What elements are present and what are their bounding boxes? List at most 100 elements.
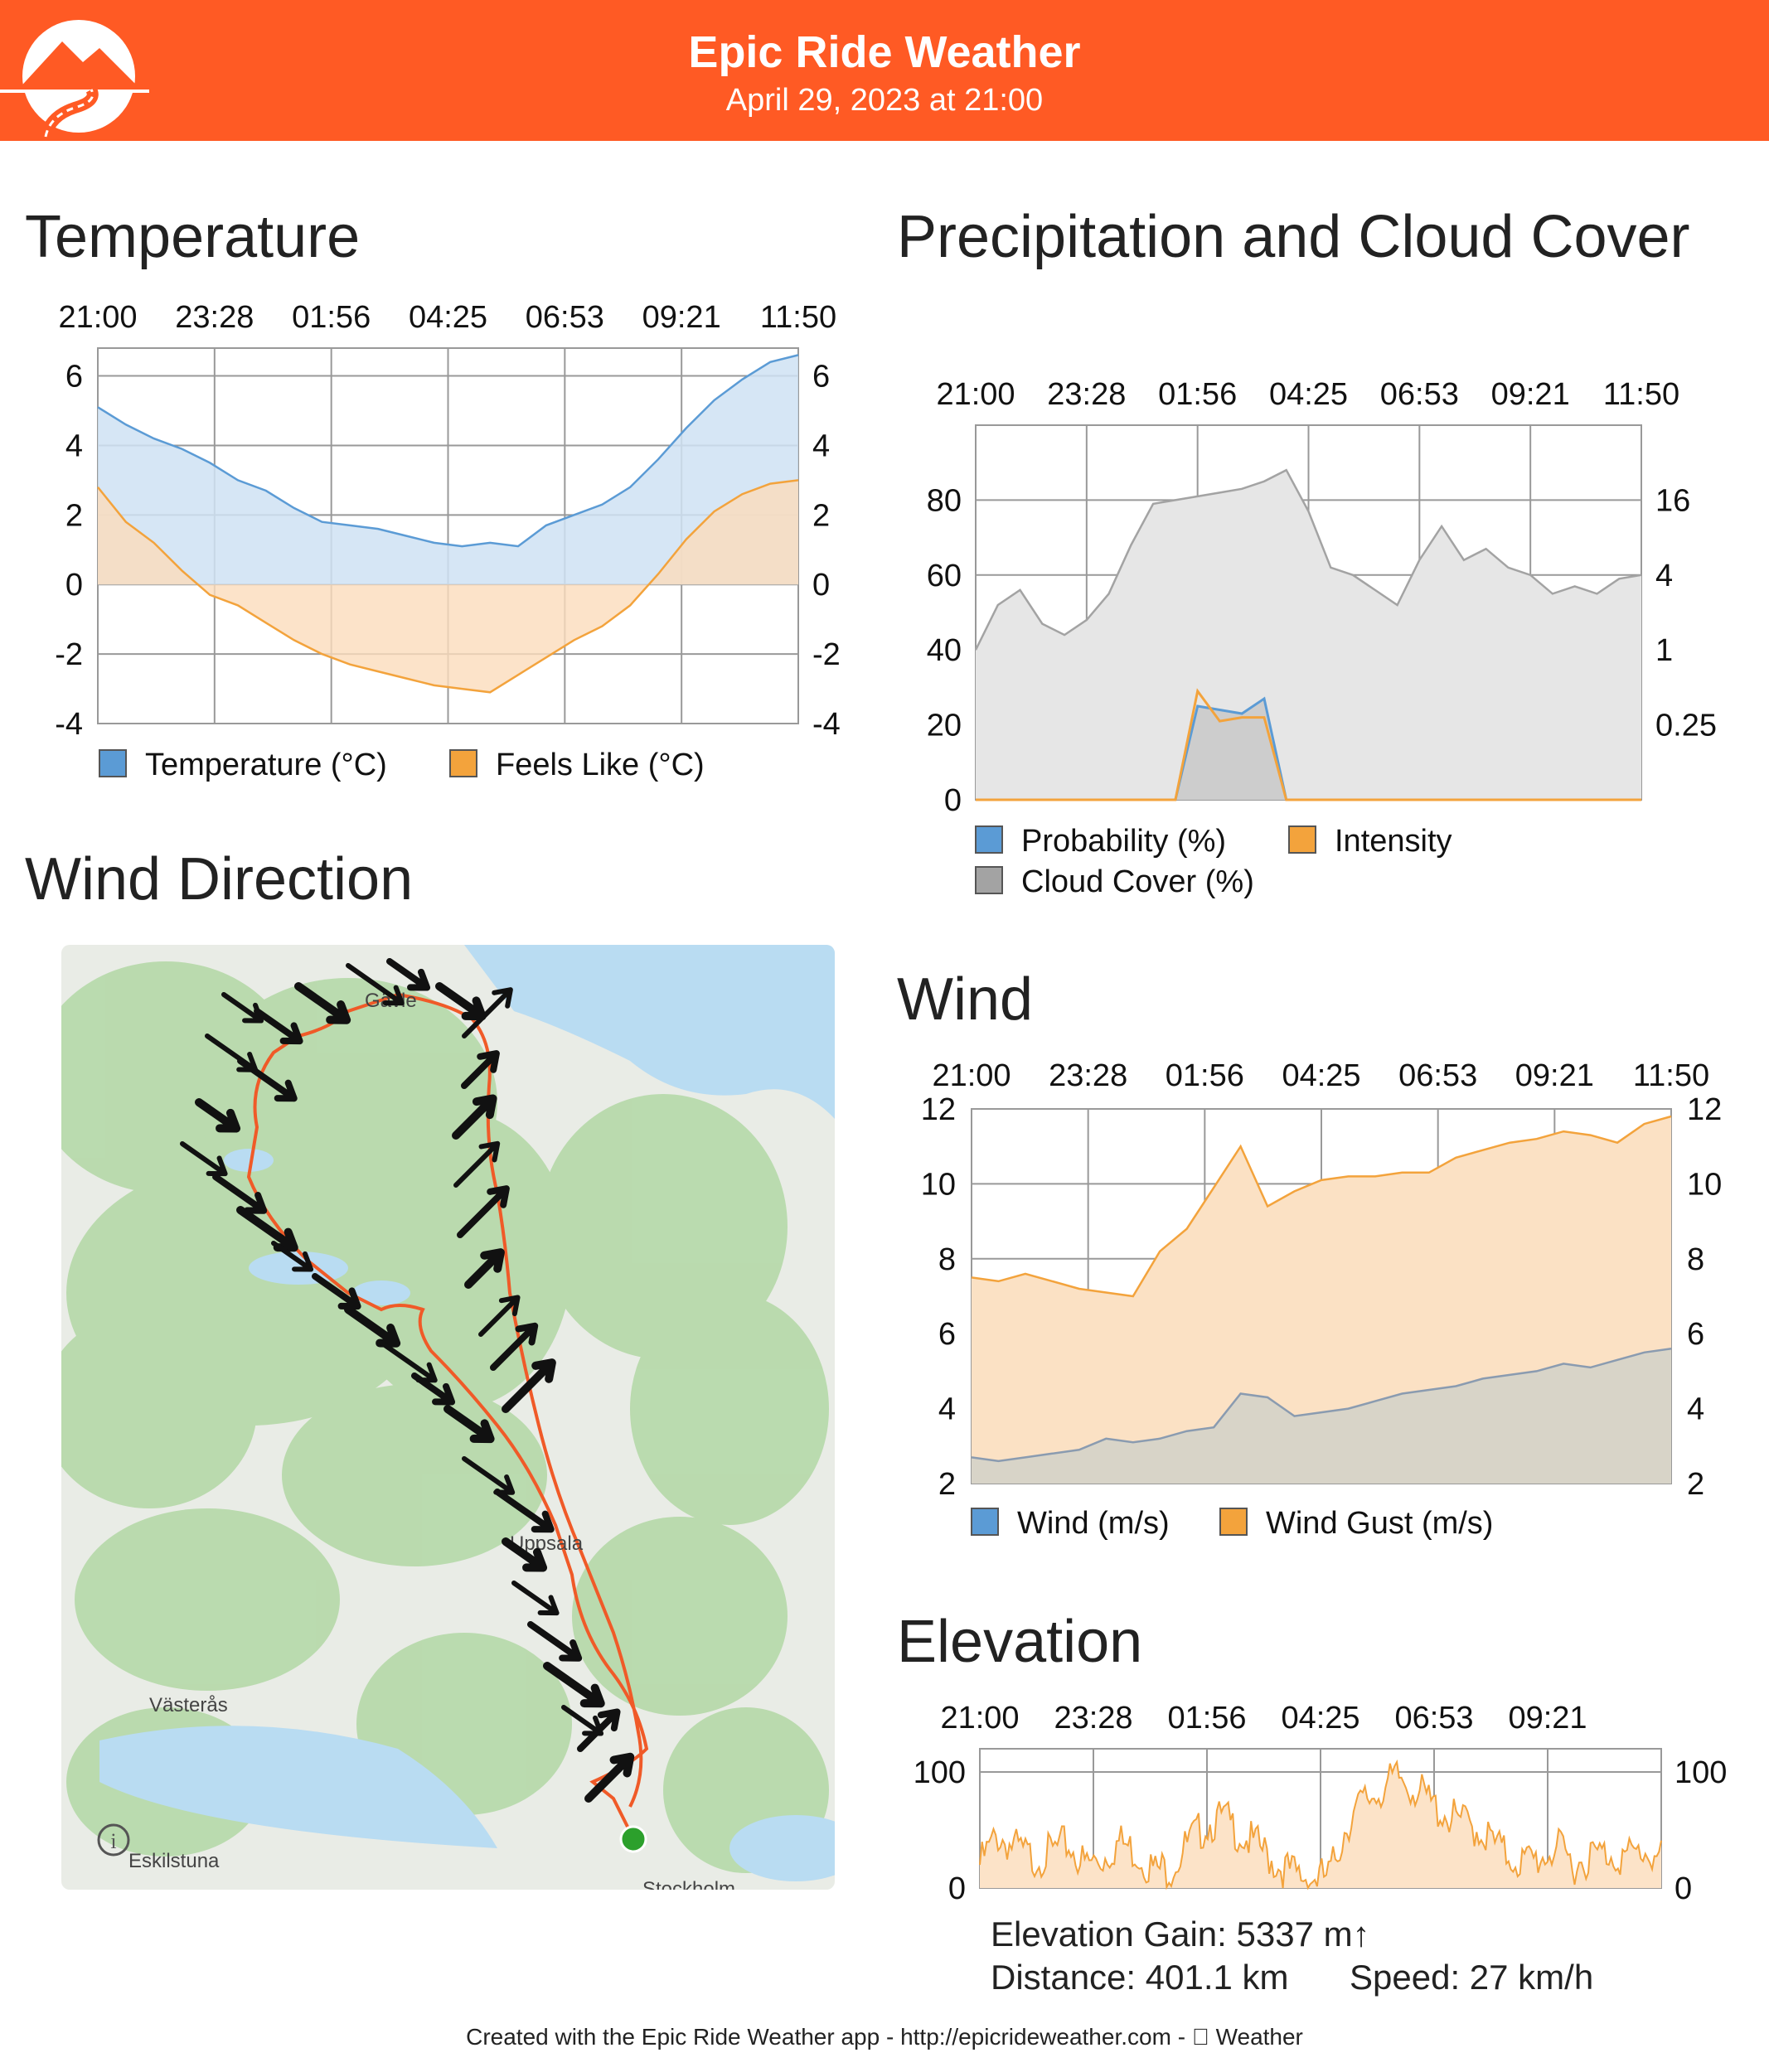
- elevation-title: Elevation: [897, 1609, 1143, 1675]
- intensity-legend-label: Intensity: [1335, 824, 1452, 859]
- app-title: Epic Ride Weather: [688, 27, 1081, 77]
- total-distance: Distance: 401.1 km: [991, 1958, 1289, 1997]
- map-forest: [61, 961, 829, 1873]
- elevation-line: [979, 1759, 1662, 1890]
- wind-y-tick-right: 10: [1687, 1167, 1722, 1202]
- wind-y-tick-left: 8: [938, 1242, 956, 1277]
- wind-arrow-icon: [294, 982, 351, 1024]
- precipitation-x-tick: 01:56: [1158, 377, 1237, 412]
- temperature-line: [97, 354, 799, 548]
- average-speed: Speed: 27 km/h: [1350, 1958, 1594, 1997]
- temperature-y-tick-left: 6: [65, 360, 83, 395]
- precipitation-y-tick-left: 60: [927, 559, 962, 593]
- map-sea: [464, 945, 835, 1119]
- wind-y-tick-right: 6: [1687, 1317, 1704, 1352]
- app-header: Epic Ride Weather April 29, 2023 at 21:0…: [0, 0, 1769, 141]
- precipitation-y-tick-left: 20: [927, 709, 962, 743]
- wind-arrow-icon: [478, 1295, 521, 1337]
- temperature-y-tick-right: 2: [812, 498, 830, 533]
- temperature-x-tick: 01:56: [292, 300, 371, 335]
- wind-x-tick: 11:50: [1633, 1058, 1709, 1093]
- cloud-cover-legend-label: Cloud Cover (%): [1021, 864, 1254, 899]
- wind-arrow-icon: [254, 1008, 303, 1045]
- footer-credit: Created with the Epic Ride Weather app -…: [466, 2024, 1303, 2050]
- precipitation-x-tick: 23:28: [1047, 377, 1126, 412]
- mountain-road-logo-icon: [0, 20, 149, 138]
- wind-area: [972, 1348, 1671, 1484]
- temperature-y-tick-left: -4: [55, 707, 83, 742]
- temperature-x-tick: 23:28: [175, 300, 254, 335]
- wind-y-tick-left: 12: [921, 1092, 956, 1127]
- wind-arrow-icon: [462, 987, 513, 1038]
- wind-arrow-icon: [502, 1537, 548, 1572]
- cloud-cover-legend-swatch: [975, 866, 1003, 894]
- precipitation-y-tick-right: 0.25: [1655, 709, 1717, 743]
- wind-y-tick-right: 2: [1687, 1467, 1704, 1502]
- precipitation-x-tick: 21:00: [936, 377, 1015, 412]
- wind-arrow-icon: [346, 963, 405, 1006]
- wind-arrow-icon: [443, 1405, 495, 1444]
- wind-x-tick: 23:28: [1049, 1058, 1127, 1093]
- map-label-eskilstuna: Eskilstuna: [128, 1850, 220, 1872]
- elevation-area: [980, 1762, 1661, 1888]
- wind-arrow-icon: [237, 1058, 298, 1102]
- wind-gust-line: [971, 1115, 1672, 1298]
- probability-legend-swatch: [975, 825, 1003, 854]
- wind-x-tick: 21:00: [932, 1058, 1011, 1093]
- wind-y-tick-left: 4: [938, 1392, 956, 1427]
- wind-x-tick: 09:21: [1515, 1058, 1594, 1093]
- wind-arrow-icon: [543, 1662, 605, 1708]
- elevation-y-tick-left: 100: [914, 1755, 966, 1790]
- wind-x-tick: 06:53: [1398, 1058, 1477, 1093]
- wind-y-tick-right: 4: [1687, 1392, 1704, 1427]
- wind-y-tick-left: 6: [938, 1317, 956, 1352]
- wind-line: [971, 1348, 1672, 1463]
- intensity-line: [976, 688, 1641, 801]
- elevation-x-tick: 09:21: [1508, 1701, 1587, 1736]
- wind-arrow-icon: [453, 1140, 501, 1188]
- wind-title: Wind: [897, 966, 1034, 1033]
- wind-arrow-icon: [494, 1489, 555, 1533]
- elevation-y-tick-right: 0: [1674, 1871, 1692, 1906]
- precipitation-y-tick-left: 40: [927, 633, 962, 668]
- feels-like-area: [98, 480, 798, 693]
- precipitation-x-tick: 09:21: [1491, 377, 1570, 412]
- wind-arrow-icon: [457, 1185, 510, 1238]
- elevation-y-tick-right: 100: [1674, 1755, 1727, 1790]
- wind-arrow-icon: [577, 1708, 621, 1752]
- cloud-cover-area: [976, 470, 1641, 800]
- temperature-y-tick-right: 6: [812, 360, 830, 395]
- elevation-gain: Elevation Gain: 5337 m↑: [991, 1915, 1370, 1953]
- temperature-legend-swatch: [99, 749, 127, 777]
- temperature-y-tick-right: -2: [812, 637, 841, 672]
- precipitation-x-tick: 04:25: [1269, 377, 1348, 412]
- temperature-legend-label: Temperature (°C): [145, 748, 387, 782]
- wind-legend-swatch: [971, 1508, 999, 1536]
- elevation-x-tick: 06:53: [1394, 1701, 1473, 1736]
- temperature-x-tick: 11:50: [760, 300, 836, 335]
- wind-arrow-icon: [461, 1050, 500, 1089]
- wind-x-tick: 04:25: [1282, 1058, 1360, 1093]
- report-date: April 29, 2023 at 21:00: [725, 83, 1044, 118]
- wind-x-tick: 01:56: [1166, 1058, 1244, 1093]
- wind-y-tick-right: 12: [1687, 1092, 1722, 1127]
- wind-arrow-icon: [452, 1094, 497, 1140]
- temperature-y-tick-left: 4: [65, 428, 83, 463]
- probability-legend-label: Probability (%): [1021, 824, 1226, 859]
- svg-text:i: i: [110, 1829, 116, 1853]
- wind-arrow-icon: [212, 1174, 268, 1214]
- wind-gust-legend-swatch: [1219, 1508, 1248, 1536]
- info-icon[interactable]: i: [97, 1823, 130, 1857]
- wind-legend-label: Wind (m/s): [1017, 1506, 1170, 1541]
- temperature-x-tick: 06:53: [526, 300, 604, 335]
- precipitation-y-tick-left: 80: [927, 483, 962, 518]
- wind-y-tick-right: 8: [1687, 1242, 1704, 1277]
- precipitation-x-tick: 06:53: [1380, 377, 1459, 412]
- wind-arrow-icon: [502, 1358, 556, 1413]
- start-marker: [619, 1825, 647, 1853]
- temperature-x-tick: 21:00: [58, 300, 137, 335]
- wind-arrow-icon: [271, 1241, 314, 1272]
- temperature-area: [98, 355, 798, 585]
